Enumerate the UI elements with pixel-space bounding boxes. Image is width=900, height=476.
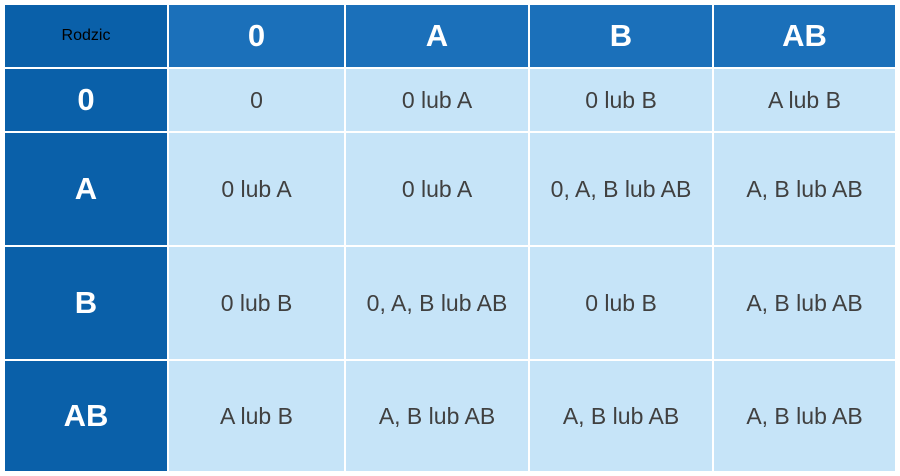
table-cell: A, B lub AB (529, 360, 713, 472)
table-cell: A, B lub AB (345, 360, 529, 472)
table-cell: 0 (168, 68, 345, 132)
table-cell: 0, A, B lub AB (345, 246, 529, 360)
row-header-cell: AB (4, 360, 168, 472)
table-cell: 0 lub B (529, 68, 713, 132)
header-cell: B (529, 4, 713, 68)
table-cell: A, B lub AB (713, 132, 896, 246)
table-cell: A, B lub AB (713, 246, 896, 360)
table-cell: 0 lub B (529, 246, 713, 360)
table-cell: 0, A, B lub AB (529, 132, 713, 246)
header-cell: AB (713, 4, 896, 68)
table-cell: 0 lub A (345, 68, 529, 132)
header-cell: 0 (168, 4, 345, 68)
table-cell: A lub B (168, 360, 345, 472)
row-header-cell: B (4, 246, 168, 360)
table-cell: 0 lub B (168, 246, 345, 360)
header-cell: A (345, 4, 529, 68)
header-cell: Rodzic (4, 4, 168, 68)
table-cell: A, B lub AB (713, 360, 896, 472)
table-cell: A lub B (713, 68, 896, 132)
table-cell: 0 lub A (168, 132, 345, 246)
row-header-cell: 0 (4, 68, 168, 132)
table-cell: 0 lub A (345, 132, 529, 246)
row-header-cell: A (4, 132, 168, 246)
